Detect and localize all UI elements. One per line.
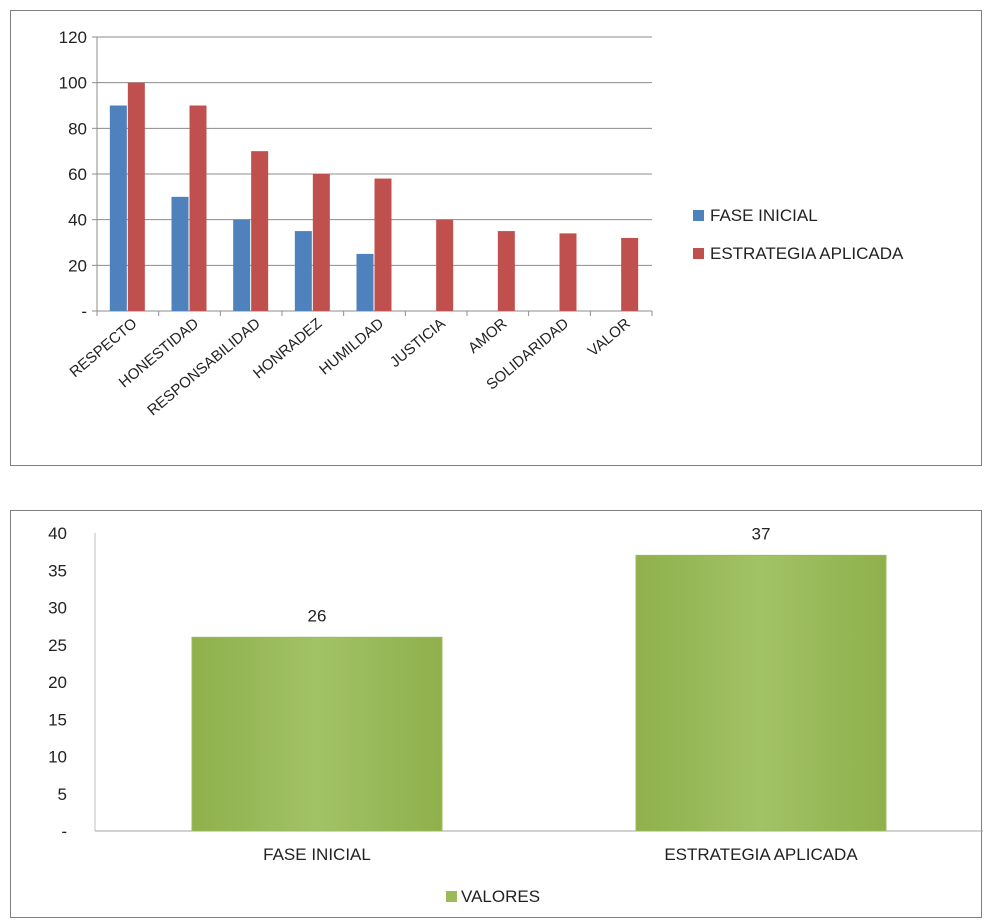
bar-fase-inicial xyxy=(233,219,251,311)
bar-estrategia-aplicada xyxy=(497,231,515,311)
bar-estrategia-aplicada xyxy=(559,233,577,311)
bar-estrategia-aplicada xyxy=(189,105,207,311)
y-tick-label: 60 xyxy=(68,165,87,184)
y-tick-label: 15 xyxy=(48,710,67,729)
x-category-label: VALOR xyxy=(585,315,634,360)
x-category-label: FASE INICIAL xyxy=(263,845,371,864)
y-tick-label: 35 xyxy=(48,561,67,580)
bar-valores xyxy=(191,636,443,832)
legend-label: FASE INICIAL xyxy=(710,206,818,225)
bar-estrategia-aplicada xyxy=(374,178,392,311)
average-values-chart: - 5 10 15 20 25 30 35 40 26 FASE INICIAL 37 ESTRATEG… xyxy=(10,510,983,918)
average-values-plot: - 5 10 15 20 25 30 35 40 26 FASE INICIAL 37 ESTRATEG… xyxy=(48,524,983,906)
x-category-label: HONRADEZ xyxy=(250,315,325,382)
x-category-label: RESPONSABILIDAD xyxy=(144,315,264,419)
bar-estrategia-aplicada xyxy=(436,219,454,311)
y-tick-label: 40 xyxy=(68,211,87,230)
y-tick-label: 5 xyxy=(58,785,67,804)
legend-swatch xyxy=(446,891,457,902)
bar-fase-inicial xyxy=(356,253,374,311)
values-comparison-chart: -20 40 60 80 100 120 RESPECTO HONESTIDAD RESPONS… xyxy=(10,10,982,466)
y-tick-label: 120 xyxy=(59,28,87,47)
y-tick-label: 10 xyxy=(48,748,67,767)
values-comparison-plot: -20406080100120RESPECTOHONESTIDADRESPONS… xyxy=(59,28,904,419)
legend-label: VALORES xyxy=(461,887,540,906)
y-tick-label: 20 xyxy=(48,673,67,692)
bar-fase-inicial xyxy=(109,105,127,311)
legend-label: ESTRATEGIA APLICADA xyxy=(710,244,904,263)
y-tick-label: 100 xyxy=(59,74,87,93)
x-category-label: AMOR xyxy=(465,315,511,357)
y-tick-label: - xyxy=(81,302,87,321)
y-tick-label: 25 xyxy=(48,636,67,655)
x-category-label: ESTRATEGIA APLICADA xyxy=(664,845,858,864)
legend-swatch xyxy=(693,210,704,221)
bar-estrategia-aplicada xyxy=(251,151,269,311)
data-label: 37 xyxy=(752,524,771,543)
bar-estrategia-aplicada xyxy=(127,82,145,312)
bar-estrategia-aplicada xyxy=(621,237,639,311)
x-category-label: JUSTICIA xyxy=(387,315,449,371)
y-tick-label: 20 xyxy=(68,256,87,275)
data-label: 26 xyxy=(308,606,327,625)
y-tick-label: - xyxy=(61,822,67,841)
y-tick-label: 80 xyxy=(68,119,87,138)
x-category-label: HUMILDAD xyxy=(316,315,387,378)
y-tick-label: 40 xyxy=(48,524,67,543)
y-tick-label: 30 xyxy=(48,599,67,618)
bar-fase-inicial xyxy=(294,231,312,311)
bar-valores xyxy=(635,554,887,832)
bar-estrategia-aplicada xyxy=(312,174,330,311)
bar-fase-inicial xyxy=(171,196,189,311)
legend-swatch xyxy=(693,248,704,259)
